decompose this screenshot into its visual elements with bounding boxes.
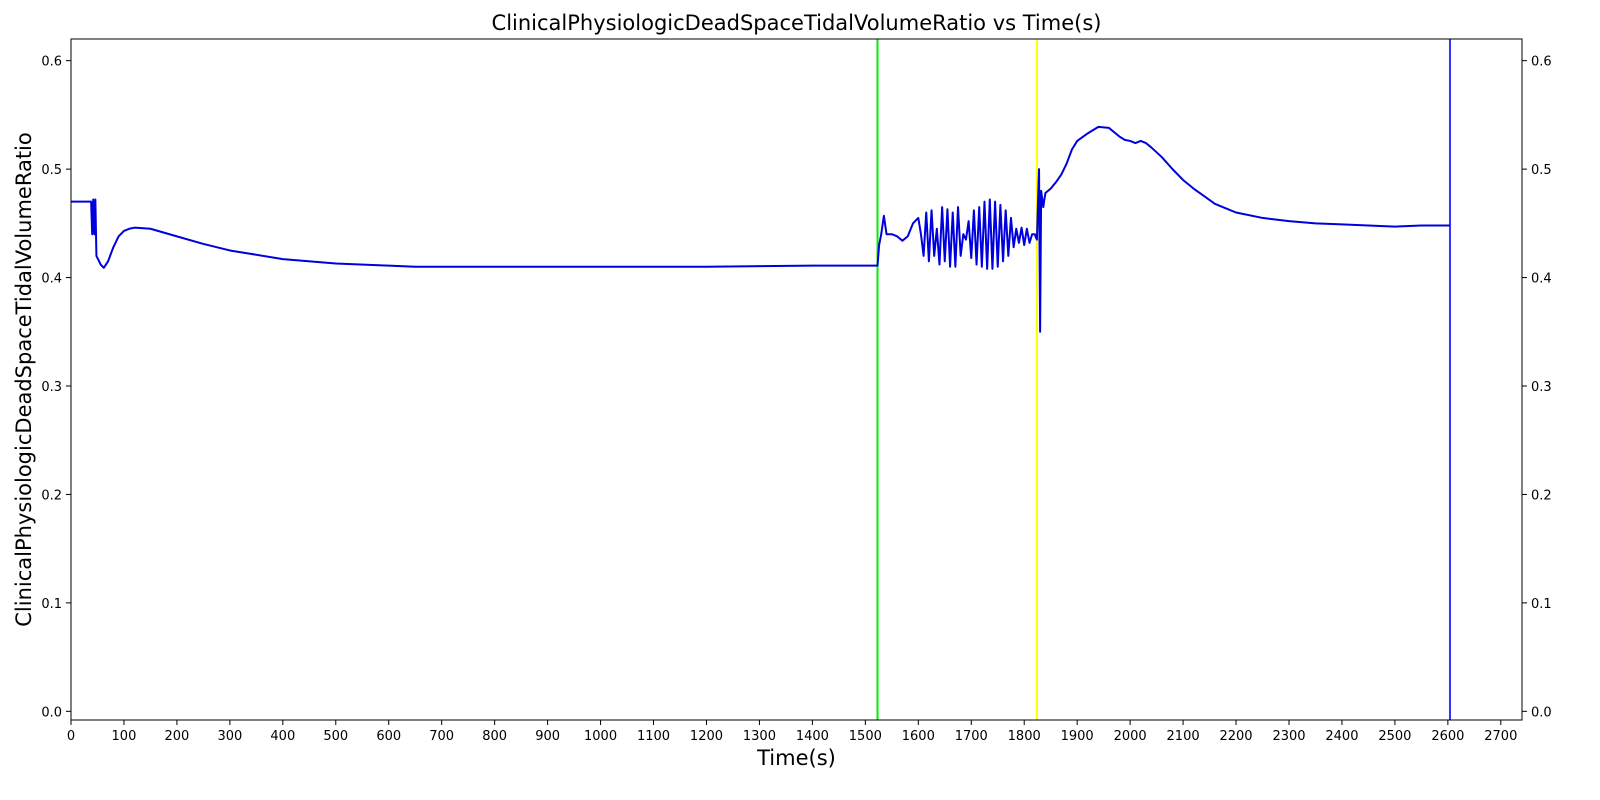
x-tick-label: 1800 (1008, 729, 1041, 744)
x-axis: 0 100 200 300 400 500 600 700 800 900 1000 1100 1200… (67, 720, 1517, 744)
x-tick-label: 1000 (584, 729, 617, 744)
x-tick-label: 1900 (1061, 729, 1094, 744)
y-right-tick-label: 0.3 (1531, 380, 1552, 395)
x-tick-label: 500 (323, 729, 348, 744)
x-tick-label: 1400 (796, 729, 829, 744)
x-tick-label: 2700 (1484, 729, 1517, 744)
x-tick-label: 700 (429, 729, 454, 744)
x-tick-label: 100 (112, 729, 137, 744)
x-tick-label: 2000 (1114, 729, 1147, 744)
x-tick-label: 400 (270, 729, 295, 744)
x-tick-label: 1100 (637, 729, 670, 744)
x-tick-label: 600 (376, 729, 401, 744)
x-tick-label: 300 (217, 729, 242, 744)
x-tick-label: 1200 (690, 729, 723, 744)
x-tick-label: 800 (482, 729, 507, 744)
series-line-1 (71, 125, 1450, 333)
y-right-tick-label: 0.6 (1531, 55, 1552, 70)
y-tick-label: 0.5 (41, 163, 62, 178)
y-right-tick-label: 0.2 (1531, 488, 1552, 503)
y-tick-label: 0.6 (41, 55, 62, 70)
y-tick-label: 0.4 (41, 272, 62, 287)
y-axis-left: 0.0 0.1 0.2 0.3 0.4 0.5 0.6 (41, 55, 71, 720)
chart-title: ClinicalPhysiologicDeadSpaceTidalVolumeR… (492, 11, 1102, 35)
y-tick-label: 0.1 (41, 597, 62, 612)
x-tick-label: 1300 (743, 729, 776, 744)
y-tick-label: 0.0 (41, 705, 62, 720)
y-right-tick-label: 0.4 (1531, 272, 1552, 287)
y-right-tick-label: 0.5 (1531, 163, 1552, 178)
x-tick-label: 2600 (1431, 729, 1464, 744)
x-axis-title: Time(s) (756, 746, 836, 770)
x-tick-label: 1500 (849, 729, 882, 744)
y-tick-label: 0.2 (41, 488, 62, 503)
x-tick-label: 2100 (1167, 729, 1200, 744)
y-right-tick-label: 0.1 (1531, 597, 1552, 612)
y-axis-title: ClinicalPhysiologicDeadSpaceTidalVolumeR… (12, 132, 36, 627)
plot-area (71, 39, 1451, 720)
plot-frame (70, 38, 1523, 721)
x-tick-label: 2500 (1378, 729, 1411, 744)
x-tick-label: 200 (164, 729, 189, 744)
x-tick-label: 1700 (955, 729, 988, 744)
y-right-tick-label: 0.0 (1531, 705, 1552, 720)
y-tick-label: 0.3 (41, 380, 62, 395)
x-tick-label: 1600 (902, 729, 935, 744)
x-tick-label: 0 (67, 729, 75, 744)
x-tick-label: 2400 (1325, 729, 1358, 744)
x-tick-label: 2300 (1272, 729, 1305, 744)
x-tick-label: 2200 (1219, 729, 1252, 744)
x-tick-label: 900 (535, 729, 560, 744)
y-axis-right: 0.0 0.1 0.2 0.3 0.4 0.5 0.6 (1522, 55, 1552, 720)
